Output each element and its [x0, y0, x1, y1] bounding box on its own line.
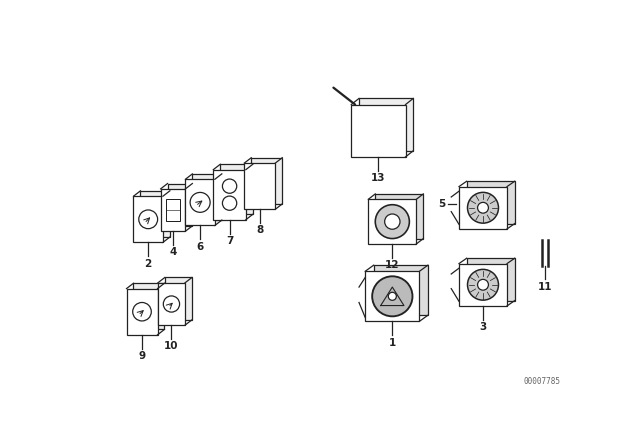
- Text: 11: 11: [538, 282, 552, 292]
- Text: 5: 5: [438, 199, 445, 209]
- Text: 4: 4: [170, 247, 177, 258]
- Circle shape: [385, 214, 400, 229]
- Polygon shape: [134, 283, 164, 329]
- Circle shape: [163, 296, 180, 312]
- Polygon shape: [220, 164, 253, 214]
- Circle shape: [467, 192, 499, 223]
- Bar: [244, 163, 275, 209]
- Circle shape: [467, 269, 499, 300]
- Polygon shape: [467, 181, 515, 224]
- Bar: [158, 283, 185, 325]
- Bar: [161, 189, 186, 231]
- Circle shape: [223, 196, 237, 210]
- Text: 7: 7: [226, 236, 233, 246]
- Text: 00007785: 00007785: [524, 377, 561, 386]
- Bar: [365, 271, 419, 321]
- Circle shape: [372, 276, 412, 316]
- Text: 6: 6: [196, 241, 204, 252]
- Text: 3: 3: [479, 322, 486, 332]
- Text: 9: 9: [138, 351, 145, 361]
- Polygon shape: [165, 277, 192, 320]
- Circle shape: [375, 205, 410, 238]
- Text: 1: 1: [388, 337, 396, 348]
- Circle shape: [477, 202, 488, 213]
- Text: 10: 10: [164, 341, 179, 351]
- Polygon shape: [252, 158, 282, 204]
- Polygon shape: [375, 194, 423, 238]
- Circle shape: [223, 179, 237, 193]
- Circle shape: [388, 292, 396, 300]
- Polygon shape: [359, 99, 413, 151]
- Polygon shape: [467, 258, 515, 301]
- Polygon shape: [374, 265, 428, 315]
- Bar: [134, 196, 163, 242]
- Bar: [368, 199, 417, 244]
- Text: 13: 13: [371, 173, 386, 183]
- Bar: [351, 104, 406, 157]
- Bar: [459, 186, 507, 229]
- Circle shape: [139, 210, 157, 228]
- Text: 12: 12: [385, 260, 399, 270]
- Polygon shape: [193, 174, 222, 220]
- Circle shape: [190, 193, 210, 212]
- Polygon shape: [168, 184, 193, 226]
- Bar: [459, 263, 507, 306]
- Text: 8: 8: [256, 225, 264, 236]
- Polygon shape: [140, 191, 170, 237]
- Bar: [186, 179, 215, 225]
- Circle shape: [477, 280, 488, 290]
- Bar: [127, 289, 157, 335]
- Bar: [213, 170, 246, 220]
- Circle shape: [132, 302, 151, 321]
- Text: 2: 2: [145, 258, 152, 269]
- Bar: [166, 199, 180, 221]
